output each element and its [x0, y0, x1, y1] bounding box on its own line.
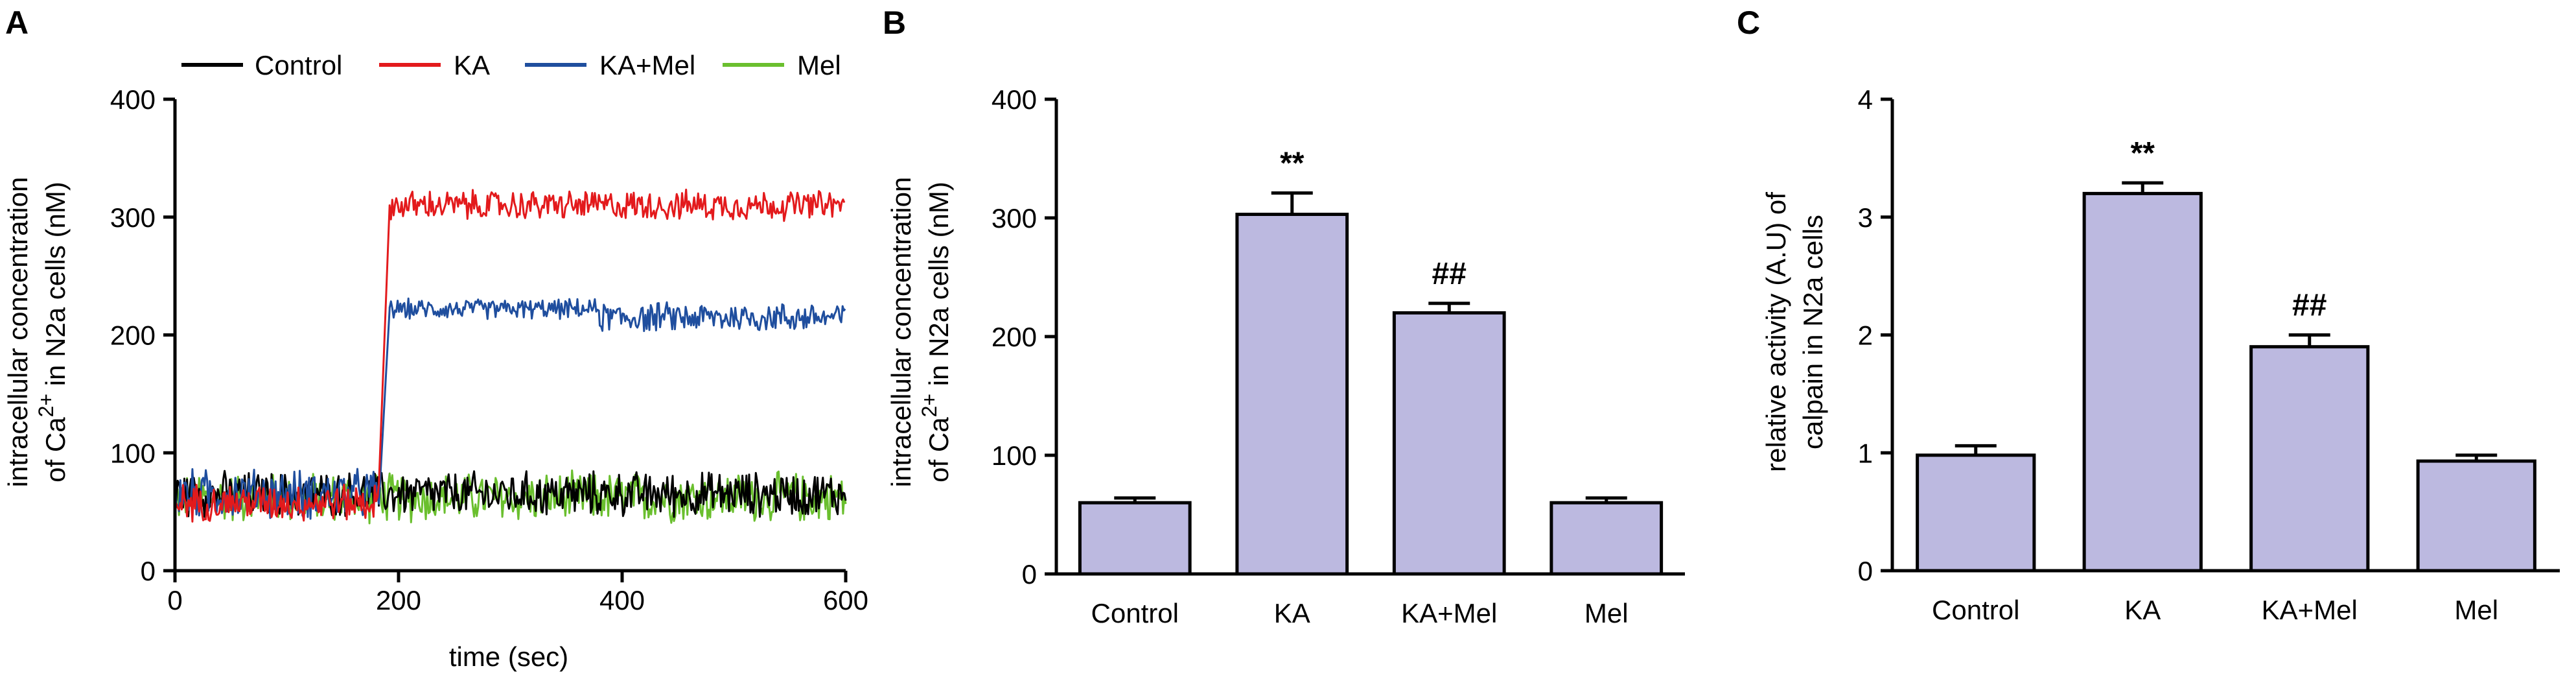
panel-c-bar-chart: C relative activity (A.U) of calpain in …: [1737, 5, 2560, 625]
panel-a-y-tick-label: 0: [141, 556, 156, 586]
legend-label-ka-mel: KA+Mel: [599, 50, 695, 80]
panel-a-series-group: [174, 188, 847, 525]
panel-c-bar-mel: [2416, 459, 2536, 573]
panel-c-significance-ka-mel: ##: [2292, 289, 2327, 323]
panel-c-category-label-control: Control: [1932, 595, 2019, 625]
panel-c-letter: C: [1737, 5, 1760, 41]
panel-b-y-tick-label: 0: [1022, 559, 1037, 590]
panel-b-significance-ka: **: [1280, 147, 1305, 181]
panel-a-y-axis-title: intracellular concentration of Ca2+ in N…: [3, 177, 71, 488]
panel-c-bars: ** ##: [1916, 136, 2536, 573]
panel-c-bar-ka: [2082, 191, 2203, 573]
panel-a-x-tick-label: 0: [167, 585, 182, 615]
panel-a-ylabel-line2: of Ca2+ in N2a cells (nM): [34, 182, 71, 482]
panel-a-y-tick-label: 300: [110, 202, 156, 233]
panel-a-y-tick-label: 400: [110, 84, 156, 115]
panel-b-category-label-control: Control: [1091, 598, 1179, 628]
panel-a-ylabel-line1: intracellular concentration: [3, 177, 33, 488]
panel-c-category-label-ka-mel: KA+Mel: [2262, 595, 2358, 625]
panel-a-x-axis-title: time (sec): [449, 641, 568, 672]
panel-a-y-tick-label: 100: [110, 438, 156, 468]
panel-c-bar-control: [1916, 453, 2036, 573]
panel-b-category-label-ka-mel: KA+Mel: [1401, 598, 1497, 628]
panel-a-x-tick-label: 400: [599, 585, 645, 615]
legend-label-ka: KA: [454, 50, 490, 80]
panel-b-category-label-mel: Mel: [1584, 598, 1629, 628]
panel-a-letter: A: [5, 5, 29, 41]
panel-c-y-tick-label: 2: [1858, 320, 1873, 351]
panel-b-letter: B: [883, 5, 906, 41]
panel-c-y-tick-label: 4: [1858, 84, 1873, 115]
panel-b-axes: Control KA KA+Mel Mel 0 100 200 300 400: [992, 84, 1685, 628]
panel-b-bar-mel: [1549, 501, 1664, 576]
panel-c-ylabel-line1: relative activity (A.U) of: [1761, 192, 1791, 472]
panel-a-axes: 0 100 200 300 400 0 200 400 600: [110, 84, 868, 615]
panel-b-y-tick-label: 300: [992, 203, 1037, 233]
panel-b-bar-ka: [1235, 213, 1349, 576]
panel-b-bar-chart: B intracellular concentration of Ca2+ in…: [883, 5, 1685, 628]
panel-b-ylabel-line2: of Ca2+ in N2a cells (nM): [918, 182, 954, 482]
panel-c-axes: Control KA KA+Mel Mel 0 1 2 3 4: [1858, 84, 2560, 625]
panel-a-x-tick-label: 600: [823, 585, 868, 615]
panel-b-y-axis-title: intracellular concentration of Ca2+ in N…: [886, 177, 954, 488]
panel-b-bar-control: [1078, 501, 1192, 576]
series-line-ka-mel: [174, 297, 846, 520]
legend-label-mel: Mel: [797, 50, 841, 80]
panel-c-category-label-mel: Mel: [2454, 595, 2498, 625]
series-line-ka: [174, 188, 846, 523]
panel-a-y-tick-label: 200: [110, 320, 156, 351]
panel-c-y-tick-label: 1: [1858, 438, 1873, 468]
panel-b-y-tick-label: 200: [992, 322, 1037, 352]
panel-b-significance-ka-mel: ##: [1432, 257, 1467, 291]
panel-b-bars: ** ##: [1078, 147, 1664, 576]
panel-b-bar-ka-mel: [1392, 311, 1506, 576]
panel-a-line-chart: A Control KA KA+Mel Mel intracellular co…: [3, 5, 868, 672]
panel-c-ylabel-line2: calpain in N2a cells: [1798, 215, 1828, 449]
panel-c-y-tick-label: 3: [1858, 202, 1873, 233]
panel-c-category-label-ka: KA: [2124, 595, 2161, 625]
panel-b-category-label-ka: KA: [1274, 598, 1310, 628]
panel-a-legend: Control KA KA+Mel Mel: [181, 50, 841, 80]
panel-a-x-tick-label: 200: [376, 585, 421, 615]
panel-b-y-tick-label: 100: [992, 440, 1037, 471]
panel-c-bar-ka-mel: [2249, 345, 2370, 573]
panel-b-y-tick-label: 400: [992, 84, 1037, 115]
panel-c-y-axis-title: relative activity (A.U) of calpain in N2…: [1761, 192, 1828, 472]
legend-label-control: Control: [255, 50, 342, 80]
panel-c-y-tick-label: 0: [1858, 556, 1873, 586]
panel-b-ylabel-line1: intracellular concentration: [886, 177, 916, 488]
panel-c-significance-ka: **: [2131, 136, 2155, 171]
